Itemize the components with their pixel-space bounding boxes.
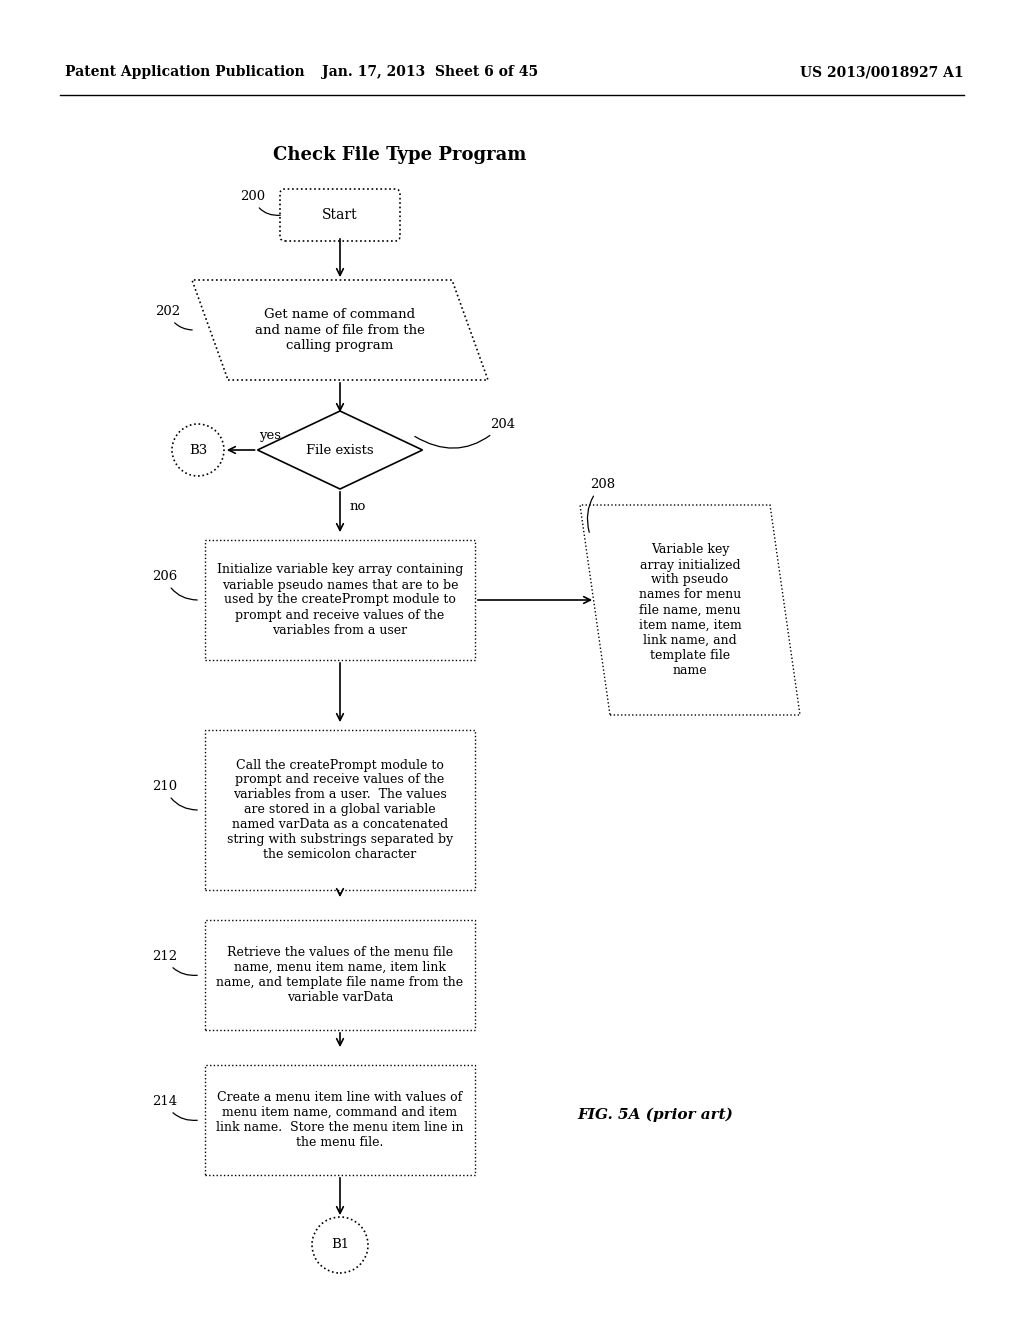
Polygon shape: [580, 506, 800, 715]
Bar: [205, 1065, 475, 1175]
Text: Start: Start: [323, 209, 357, 222]
Text: Retrieve the values of the menu file
name, menu item name, item link
name, and t: Retrieve the values of the menu file nam…: [216, 946, 464, 1005]
Text: 208: 208: [588, 478, 615, 532]
Text: 200: 200: [240, 190, 281, 215]
Text: Create a menu item line with values of
menu item name, command and item
link nam: Create a menu item line with values of m…: [216, 1092, 464, 1148]
Text: B1: B1: [331, 1238, 349, 1251]
Text: Call the createPrompt module to
prompt and receive values of the
variables from : Call the createPrompt module to prompt a…: [227, 759, 454, 862]
Circle shape: [312, 1217, 368, 1272]
Text: Patent Application Publication: Patent Application Publication: [65, 65, 304, 79]
Polygon shape: [257, 411, 423, 488]
Text: 210: 210: [152, 780, 198, 810]
Text: Jan. 17, 2013  Sheet 6 of 45: Jan. 17, 2013 Sheet 6 of 45: [322, 65, 538, 79]
Text: 212: 212: [152, 950, 198, 975]
Text: Initialize variable key array containing
variable pseudo names that are to be
us: Initialize variable key array containing…: [217, 564, 463, 636]
Text: File exists: File exists: [306, 444, 374, 457]
Text: 206: 206: [152, 570, 198, 601]
Text: no: no: [350, 500, 367, 513]
Text: Check File Type Program: Check File Type Program: [273, 147, 526, 164]
Text: US 2013/0018927 A1: US 2013/0018927 A1: [801, 65, 964, 79]
Circle shape: [172, 424, 224, 477]
Text: 214: 214: [152, 1096, 198, 1121]
Text: FIG. 5A (prior art): FIG. 5A (prior art): [578, 1107, 733, 1122]
Text: 202: 202: [155, 305, 193, 330]
Bar: [205, 920, 475, 1030]
Text: 204: 204: [415, 418, 515, 449]
Polygon shape: [193, 280, 488, 380]
Text: Variable key
array initialized
with pseudo
names for menu
file name, menu
item n: Variable key array initialized with pseu…: [639, 544, 741, 676]
Bar: [205, 730, 475, 890]
Text: Get name of command
and name of file from the
calling program: Get name of command and name of file fro…: [255, 309, 425, 351]
Text: B3: B3: [188, 444, 207, 457]
Text: yes: yes: [259, 429, 281, 442]
FancyBboxPatch shape: [280, 189, 400, 242]
Bar: [205, 540, 475, 660]
